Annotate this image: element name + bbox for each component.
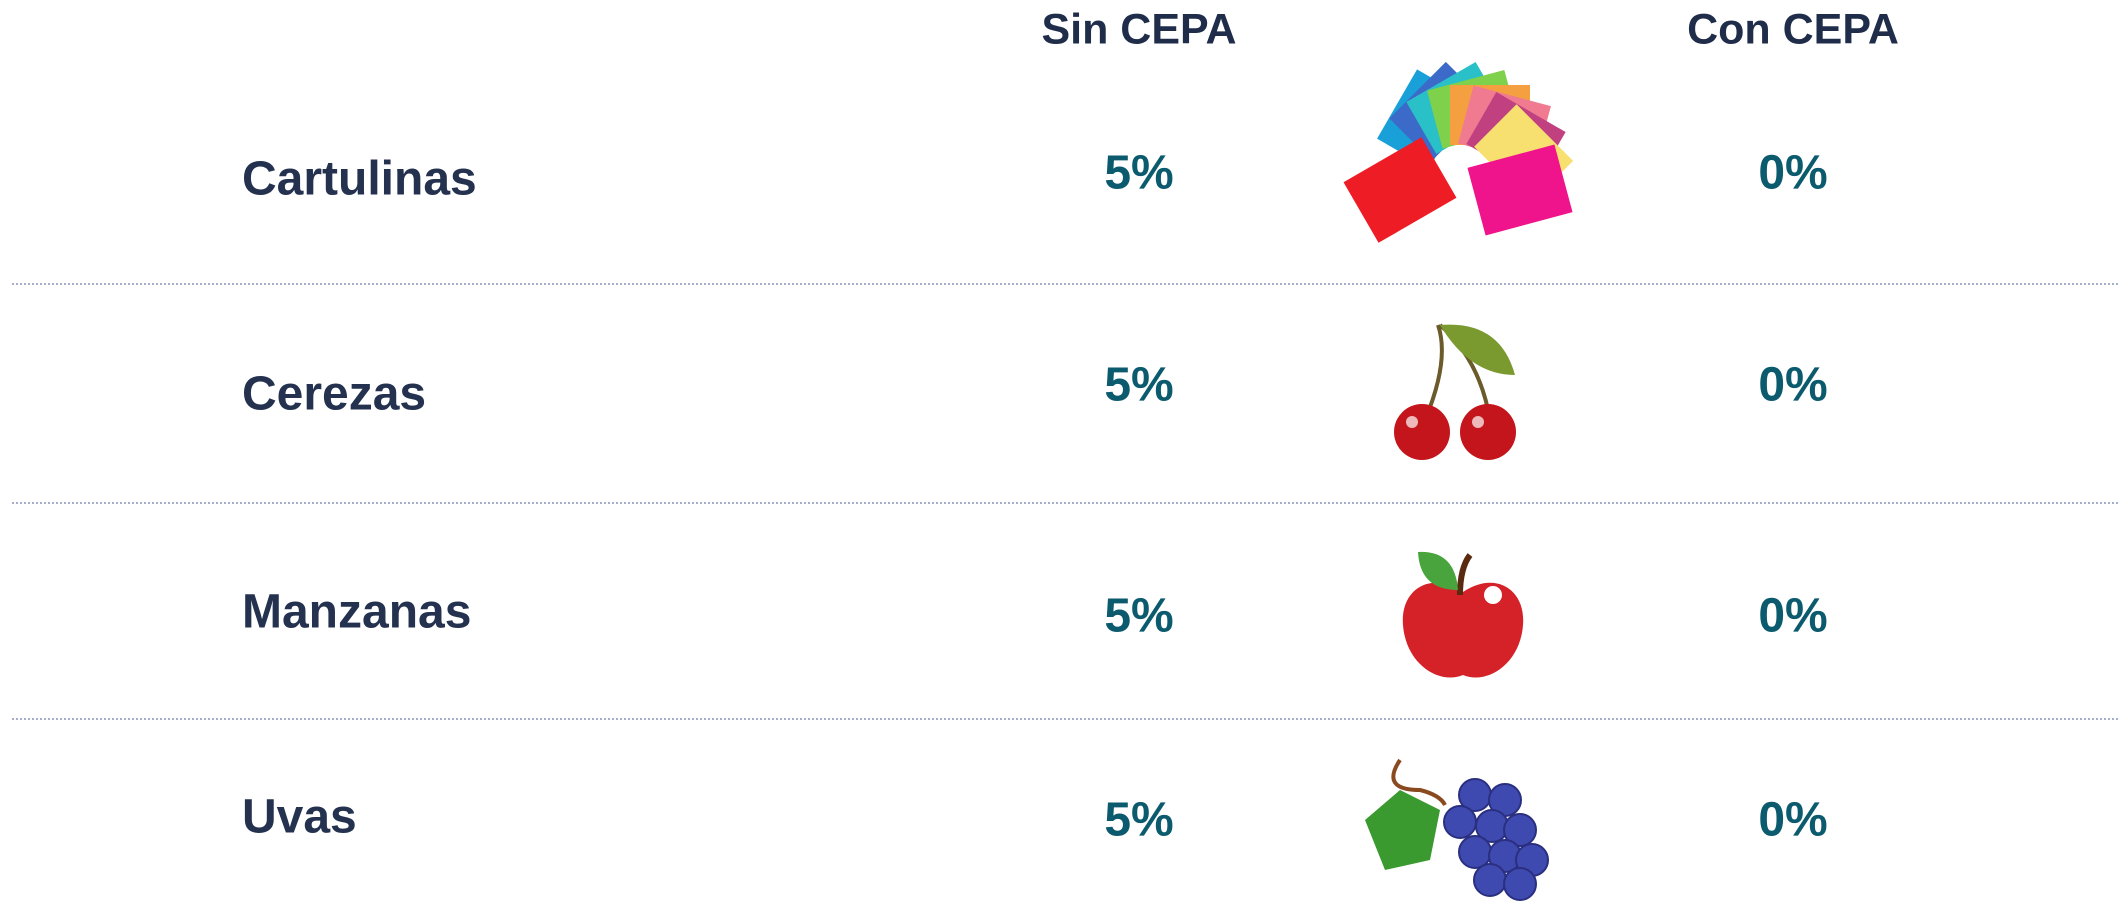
cell-value: 5% [1104,794,1173,847]
row-label: Cartulinas [242,153,477,206]
row-label: Cerezas [242,368,426,421]
column-header: Sin CEPA [1041,5,1236,53]
cherries-icon [1394,323,1516,460]
cell-value: 5% [1104,147,1173,200]
row-label: Manzanas [242,586,471,639]
cell-value: 0% [1758,590,1827,643]
cardboard-icon [1343,61,1574,243]
apple-icon [1402,551,1524,678]
grapes-icon [1365,758,1549,901]
cell-value: 0% [1758,147,1827,200]
cell-value: 5% [1104,590,1173,643]
cell-value: 5% [1104,359,1173,412]
cell-value: 0% [1758,794,1827,847]
cell-value: 0% [1758,359,1827,412]
row-label: Uvas [242,791,357,844]
column-header: Con CEPA [1687,5,1899,53]
